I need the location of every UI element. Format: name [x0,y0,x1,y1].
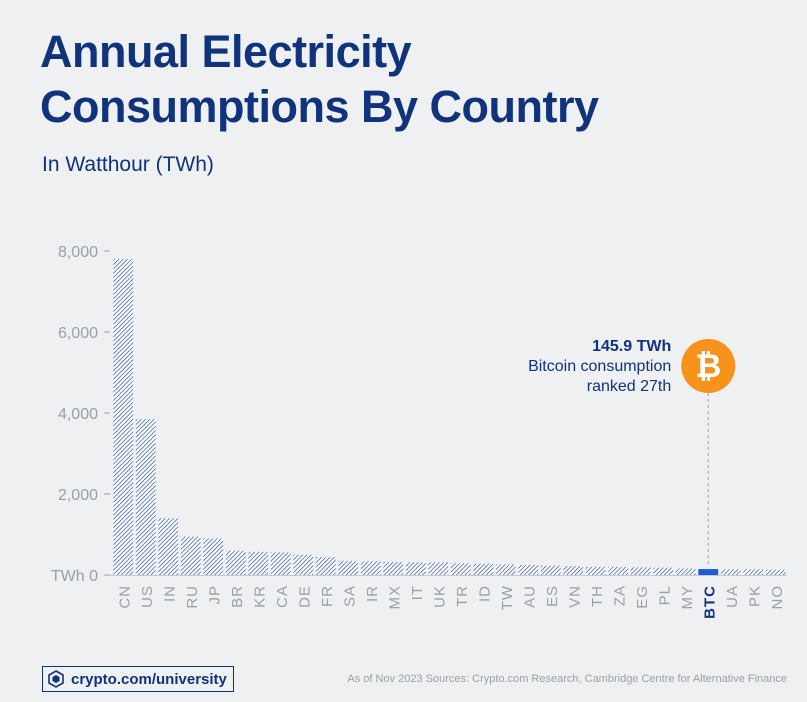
x-tick-label-eg: EG [634,585,651,609]
x-tick-label-ru: RU [184,585,201,609]
x-tick-label-my: MY [679,585,696,610]
brand-url: crypto.com/university [71,670,227,688]
bitcoin-icon: ₿ [681,339,736,393]
x-tick-label-uk: UK [431,585,448,608]
bar-jp [203,538,224,575]
annotation-text-line-1: Bitcoin consumption [528,358,671,375]
x-tick-label-kr: KR [251,585,268,608]
bar-us [135,419,156,575]
bar-my [675,568,696,575]
chart-title: Annual Electricity Consumptions By Count… [40,24,780,134]
x-tick-label-de: DE [296,585,313,608]
x-tick-label-in: IN [161,585,178,602]
bar-pk [743,569,764,575]
x-tick-label-za: ZA [611,585,628,606]
y-tick-label: TWh 0 [51,568,98,585]
btc-annotation: 145.9 TWh Bitcoin consumption ranked 27t… [528,338,736,568]
bar-chart: TWh 0 2,000 4,000 6,000 8,000 CN US IN RU JP BR KR… [51,244,787,619]
brand-link[interactable]: crypto.com/university [42,666,234,692]
y-tick-label: 6,000 [58,325,98,342]
x-tick-label-pl: PL [656,585,673,605]
x-tick-label-tw: TW [499,585,516,610]
y-tick-label: 8,000 [58,244,98,261]
bar-ca [270,552,291,575]
bar-kr [248,551,269,575]
source-note: As of Nov 2023 Sources: Crypto.com Resea… [347,673,787,685]
x-tick-label-us: US [139,585,156,608]
bar-th [585,566,606,575]
bar-ua [720,569,741,575]
chart-subtitle: In Watthour (TWh) [42,153,214,176]
bar-uk [428,562,449,575]
x-axis: CN US IN RU JP BR KR CA DE FR SA IR MX IT UK TR ID TW AU ES… [110,575,787,619]
x-tick-label-it: IT [409,585,426,600]
x-tick-label-tr: TR [454,585,471,607]
x-tick-label-ua: UA [724,585,741,608]
bar-it [405,562,426,575]
bar-de [293,554,314,575]
x-tick-label-cn: CN [116,585,133,609]
x-tick-label-fr: FR [319,585,336,607]
bar-cn [113,259,134,575]
bar-mx [383,562,404,575]
x-tick-label-es: ES [544,585,561,607]
annotation-value: 145.9 TWh [592,338,671,355]
x-tick-label-mx: MX [386,585,403,610]
bar-vn [563,566,584,575]
bar-id [473,563,494,575]
x-tick-label-id: ID [476,585,493,602]
bar-ru [180,536,201,575]
title-line-2: Consumptions By Country [40,81,599,132]
x-tick-label-ir: IR [364,585,381,602]
annotation-text-line-2: ranked 27th [587,378,672,395]
x-tick-label-jp: JP [206,585,223,605]
x-tick-label-br: BR [229,585,246,608]
y-tick-label: 2,000 [58,487,98,504]
title-line-1: Annual Electricity [40,26,412,77]
x-tick-label-th: TH [589,585,606,607]
bar-in [158,518,179,575]
bar-br [225,550,246,575]
bar-au [518,564,539,575]
y-tick-label: 4,000 [58,406,98,423]
x-tick-label-pk: PK [746,585,763,607]
crypto-com-logo-icon [48,670,64,688]
x-tick-label-au: AU [521,585,538,608]
bar-no [765,569,786,575]
bar-tw [495,564,516,575]
x-tick-label-sa: SA [341,585,358,607]
bar-tr [450,563,471,575]
bar-za [608,566,629,575]
bar-ir [360,561,381,575]
bitcoin-glyph: ₿ [695,347,721,385]
y-axis: TWh 0 2,000 4,000 6,000 8,000 [51,244,110,585]
x-tick-label-ca: CA [274,585,291,608]
x-tick-label-btc: BTC [701,585,718,619]
bar-btc [698,569,719,575]
bar-pl [653,567,674,575]
bar-es [540,565,561,575]
x-tick-label-no: NO [769,585,786,610]
bar-fr [315,557,336,575]
bar-eg [630,567,651,575]
bar-sa [338,560,359,575]
x-tick-label-vn: VN [566,585,583,608]
bars [113,259,786,575]
